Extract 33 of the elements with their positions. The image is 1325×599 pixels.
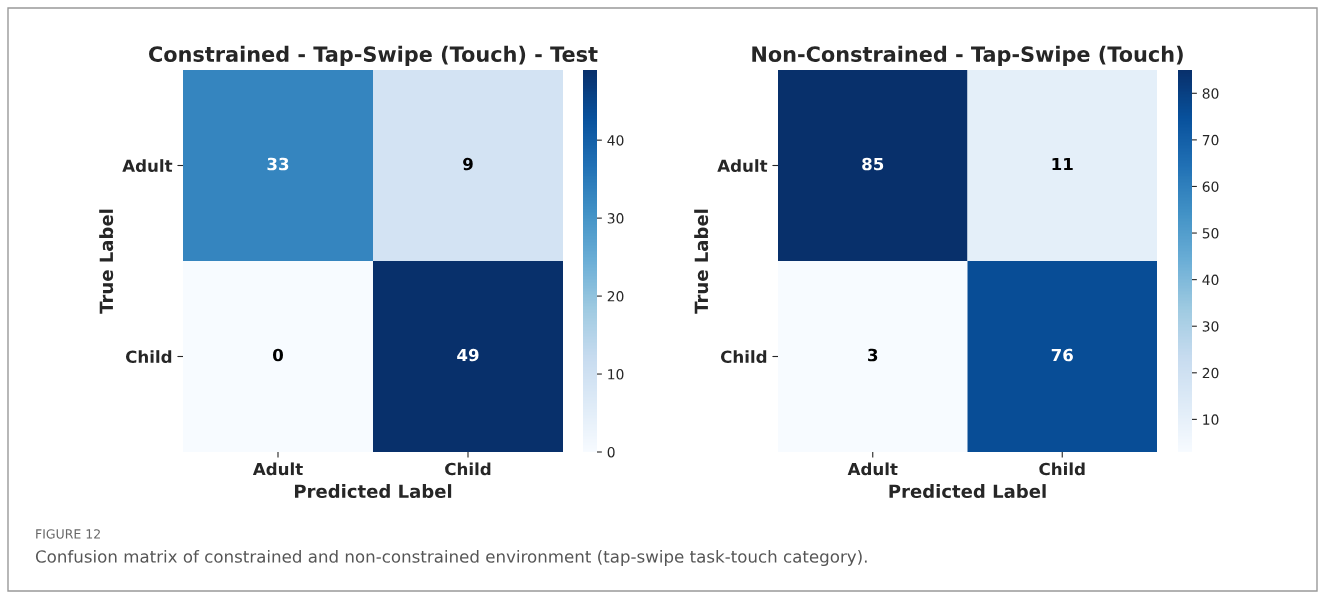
color-bar-label: 10 — [608, 369, 624, 380]
data-label: 85 — [862, 157, 884, 171]
y-axis-title: True Label — [694, 209, 709, 314]
x-tick-label: Child — [445, 462, 491, 476]
y-axis-title: True Label — [99, 209, 114, 314]
color-bar-label: 20 — [1202, 367, 1219, 379]
color-bar-label: 30 — [1202, 321, 1219, 332]
data-label: 33 — [267, 157, 289, 171]
data-label: 9 — [463, 157, 473, 171]
color-bar-label: 40 — [1202, 274, 1219, 286]
color-bar-label: 0 — [607, 446, 615, 458]
color-bar-label: 20 — [607, 291, 624, 302]
data-label: 0 — [273, 348, 283, 362]
x-axis-title: Predicted Label — [889, 484, 1046, 499]
color-bar-label: 10 — [1203, 414, 1219, 425]
color-bar-label: 40 — [607, 135, 624, 146]
color-bar-label: 50 — [1202, 228, 1219, 239]
color-bar-label: 70 — [1202, 134, 1219, 146]
data-label: 76 — [1051, 348, 1073, 362]
caption: FIGURE 12 — [36, 529, 100, 539]
chart-title: Constrained - Tap-Swipe (Touch) - Test — [149, 45, 598, 66]
x-tick-label: Child — [1039, 462, 1085, 476]
x-axis-title: Predicted Label — [294, 484, 452, 499]
x-tick-label: Adult — [847, 462, 898, 476]
text: Confusion matrix of constrained and non-constrained environment (tap-swipe task-touch category). — [35, 549, 867, 567]
x-tick-label: Adult — [252, 462, 303, 476]
color-bar-label: 80 — [1202, 88, 1219, 99]
data-label: 11 — [1052, 157, 1073, 171]
color-bar-label: 60 — [1202, 181, 1219, 192]
data-label: 49 — [457, 348, 479, 362]
data-label: 3 — [868, 348, 878, 362]
chart-title: Non-Constrained - Tap-Swipe (Touch) — [752, 45, 1183, 66]
color-bar-label: 30 — [607, 213, 624, 224]
